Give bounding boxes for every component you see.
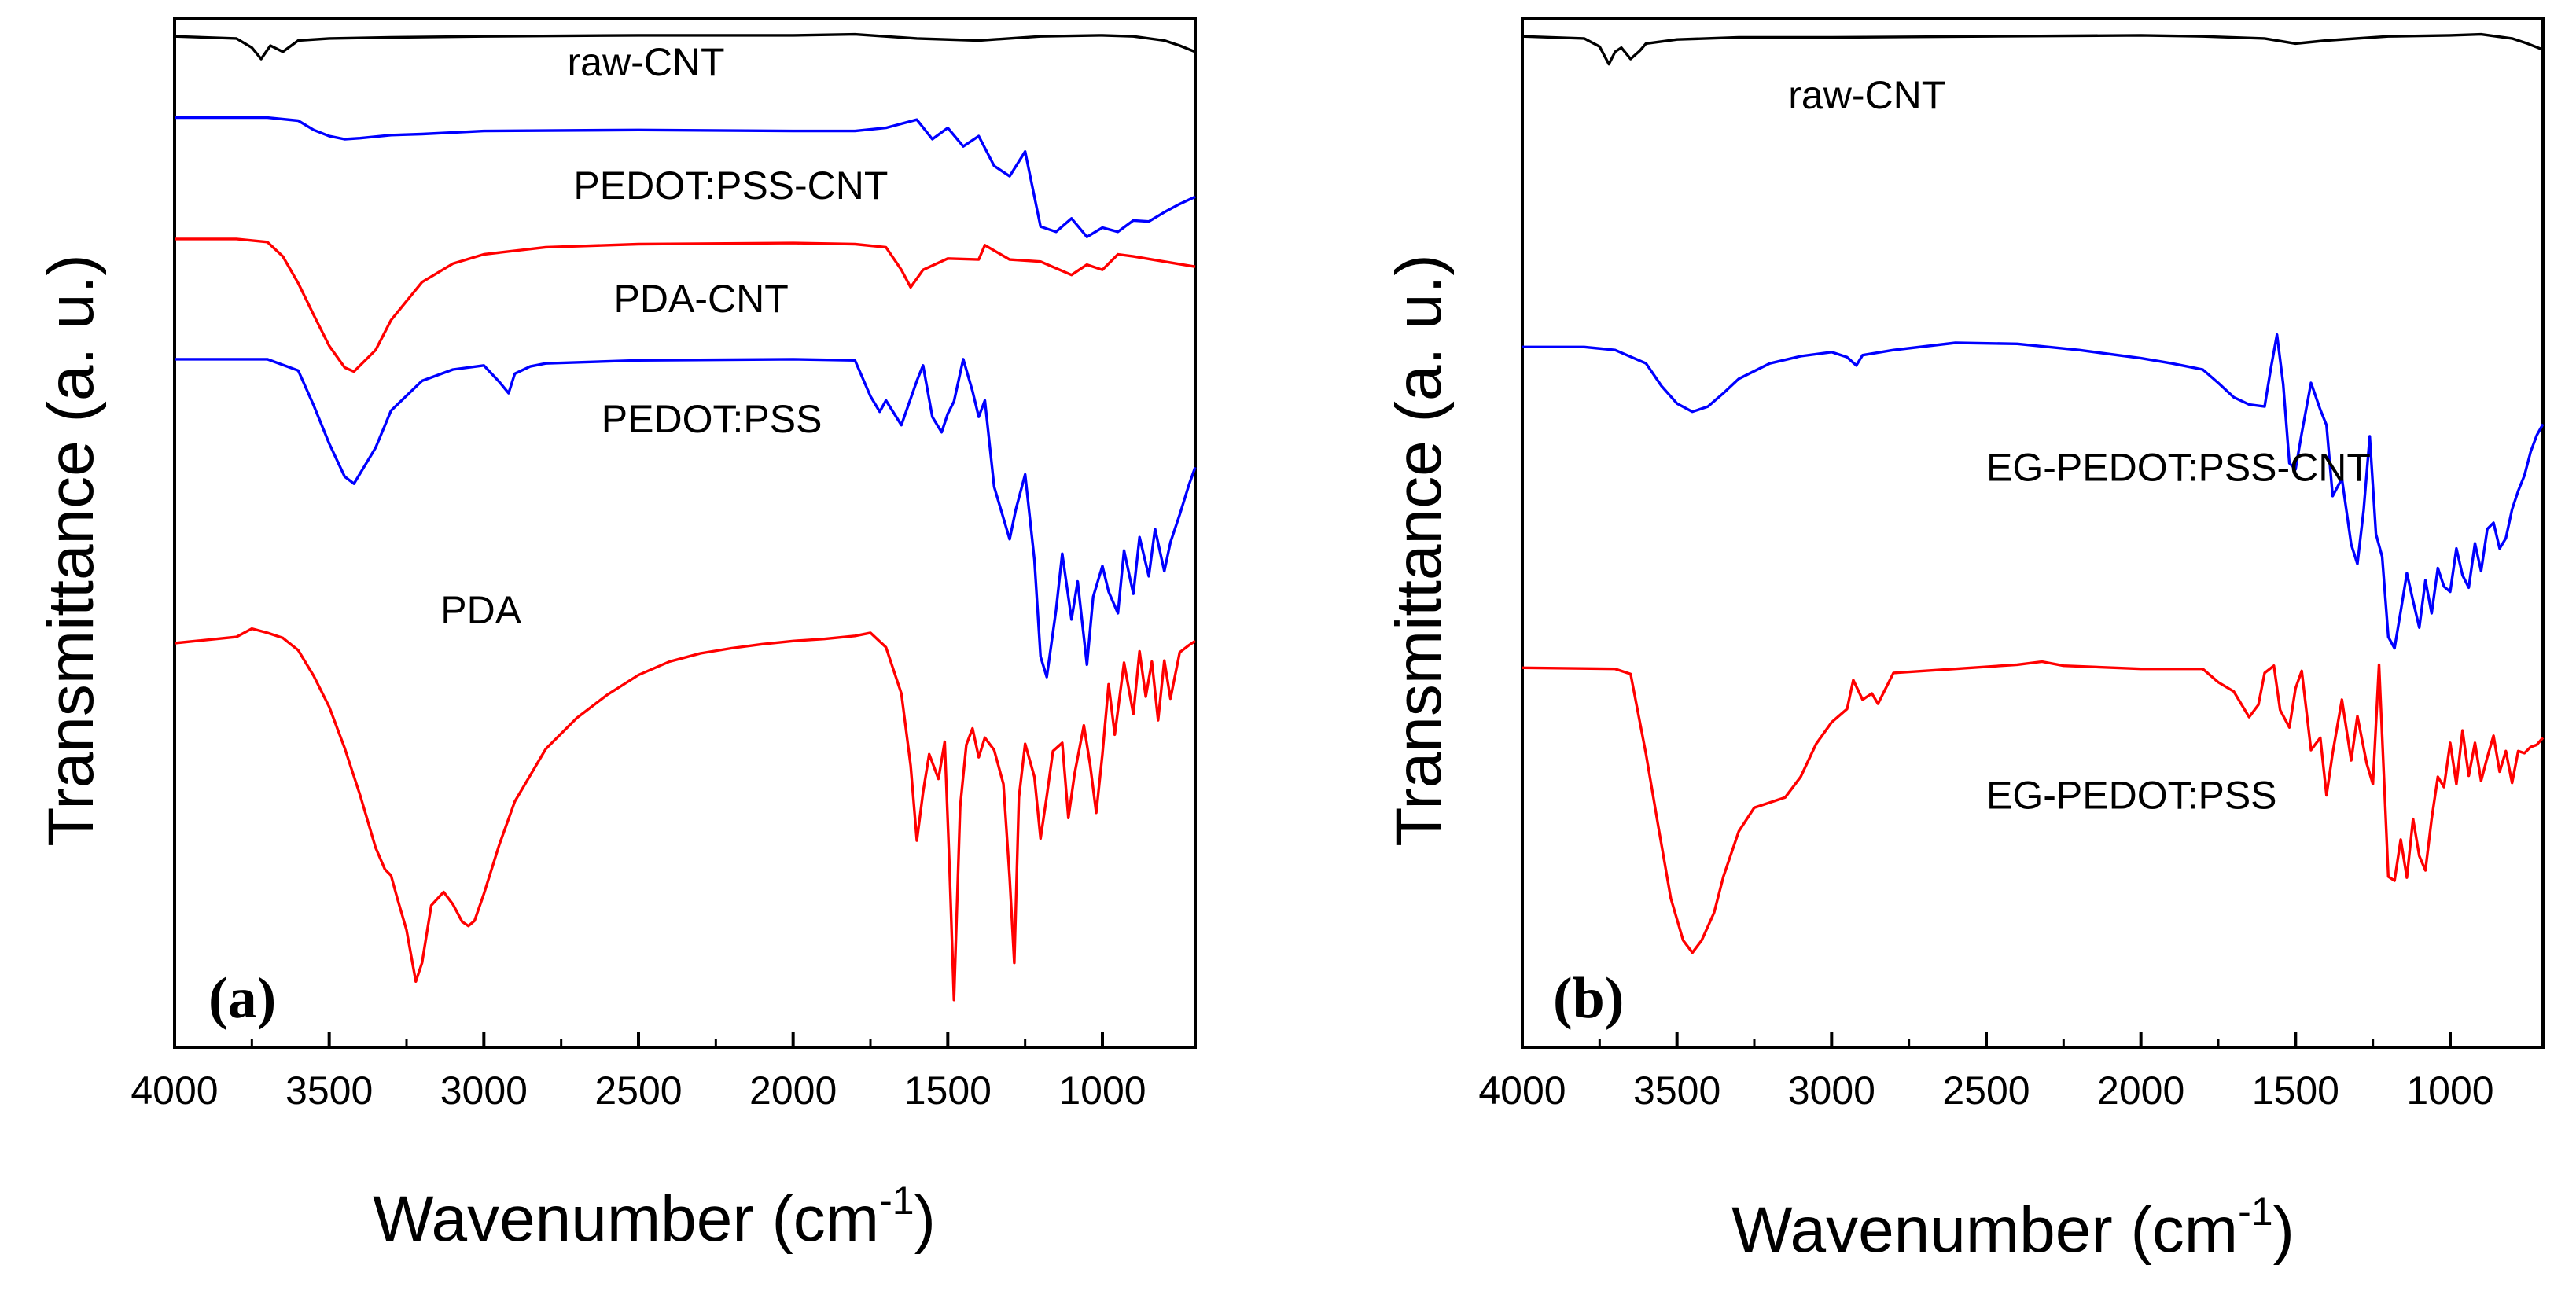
x-tick-label-b-3500: 3500: [1633, 1068, 1720, 1113]
series-labels-b: raw-CNT EG-PEDOT:PSS-CNT EG-PEDOT:PSS: [1788, 73, 2371, 818]
chart-panel-b: 4000 3500 3000 2500 2000 1500 1000 raw-CNT EG-P…: [1383, 17, 2545, 1266]
series-label-b-raw-cnt: raw-CNT: [1788, 73, 1945, 117]
x-tick-label-a-2500: 2500: [594, 1068, 682, 1113]
plot-frame-b: [1521, 17, 2545, 1049]
x-tick-label-a-1000: 1000: [1058, 1068, 1146, 1113]
x-axis-title-a: Wavenumber (cm-1): [373, 1179, 936, 1255]
series-label-b-eg-pedot-pss-cnt: EG-PEDOT:PSS-CNT: [1986, 445, 2371, 489]
x-axis-title-a-superscript: -1: [879, 1179, 914, 1223]
panel-label-b: (b): [1553, 966, 1624, 1031]
series-label-a-pda-cnt: PDA-CNT: [614, 277, 789, 321]
series-label-a-pedot-pss-cnt: PEDOT:PSS-CNT: [573, 164, 888, 208]
chart-panel-a: 4000 3500 3000 2500 2000 1500 1000 raw-CNT PEDO…: [35, 17, 1197, 1255]
y-axis-title-a: Transmittance (a. u.): [35, 254, 107, 846]
x-tick-labels-b: 4000 3500 3000 2500 2000 1500 1000: [1478, 1068, 2493, 1113]
x-tick-labels-a: 4000 3500 3000 2500 2000 1500 1000: [131, 1068, 1146, 1113]
series-label-b-eg-pedot-pss: EG-PEDOT:PSS: [1986, 774, 2277, 818]
x-axis-title-b-close: ): [2273, 1194, 2294, 1266]
series-line-a-pda-cnt: [175, 237, 1196, 373]
x-ticks-b: [1521, 1032, 2452, 1047]
x-tick-label-a-2000: 2000: [749, 1068, 837, 1113]
panel-label-a: (a): [208, 966, 276, 1031]
series-line-b-eg-pedot-pss-cnt: [1522, 333, 2545, 650]
x-axis-title-a-text: Wavenumber (cm: [373, 1183, 879, 1255]
y-axis-title-b: Transmittance (a. u.): [1383, 254, 1455, 846]
x-tick-label-b-2500: 2500: [1942, 1068, 2030, 1113]
x-tick-label-a-1500: 1500: [904, 1068, 992, 1113]
x-tick-label-b-1000: 1000: [2406, 1068, 2493, 1113]
series-line-b-raw-cnt: [1522, 32, 2544, 66]
series-line-a-raw-cnt: [174, 32, 1196, 61]
series-line-a-pedot-pss: [175, 358, 1197, 679]
plot-frame-a: [173, 17, 1197, 1049]
series-line-b-eg-pedot-pss: [1522, 660, 2545, 954]
series-label-a-raw-cnt: raw-CNT: [568, 40, 725, 84]
x-tick-label-b-3000: 3000: [1788, 1068, 1875, 1113]
series-label-a-pedot-pss: PEDOT:PSS: [602, 397, 822, 441]
x-axis-title-b-superscript: -1: [2238, 1190, 2272, 1234]
x-ticks-a: [173, 1032, 1104, 1047]
series-line-a-pedot-pss-cnt: [175, 116, 1196, 238]
x-tick-label-b-4000: 4000: [1478, 1068, 1566, 1113]
x-axis-title-b-text: Wavenumber (cm: [1731, 1194, 2238, 1266]
x-tick-label-a-3500: 3500: [285, 1068, 373, 1113]
x-tick-label-a-3000: 3000: [440, 1068, 528, 1113]
series-group-a: [174, 32, 1197, 1002]
x-tick-label-b-2000: 2000: [2097, 1068, 2184, 1113]
x-axis-title-a-close: ): [914, 1183, 936, 1255]
series-line-a-pda: [174, 627, 1196, 1002]
x-tick-label-b-1500: 1500: [2252, 1068, 2339, 1113]
series-group-b: [1522, 32, 2545, 954]
x-axis-title-b: Wavenumber (cm-1): [1731, 1190, 2294, 1266]
series-labels-a: raw-CNT PEDOT:PSS-CNT PDA-CNT PEDOT:PSS PDA: [440, 40, 888, 632]
x-tick-label-a-4000: 4000: [131, 1068, 218, 1113]
series-label-a-pda: PDA: [440, 588, 521, 632]
